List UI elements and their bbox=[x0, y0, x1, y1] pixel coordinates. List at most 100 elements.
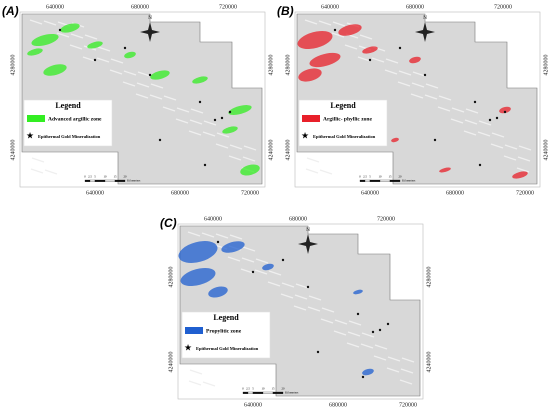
scale-segment bbox=[242, 391, 249, 394]
panel-label: (B) bbox=[277, 4, 294, 18]
bottom-coordinate: 680000 bbox=[446, 190, 464, 196]
relief-texture bbox=[227, 256, 241, 262]
relief-texture bbox=[70, 33, 84, 39]
relief-texture bbox=[397, 81, 411, 87]
relief-texture bbox=[137, 71, 151, 77]
scale-segment bbox=[369, 179, 381, 182]
scale-unit: Kilometers bbox=[127, 179, 141, 183]
relief-texture bbox=[190, 108, 204, 114]
legend-title: Legend bbox=[55, 101, 81, 110]
relief-texture bbox=[149, 94, 163, 100]
scale-segment bbox=[247, 391, 254, 394]
alteration-zone bbox=[180, 267, 216, 287]
relief-texture bbox=[295, 283, 309, 289]
relief-texture bbox=[203, 120, 217, 126]
relief-texture bbox=[307, 306, 321, 312]
relief-texture bbox=[97, 46, 111, 52]
relief-texture bbox=[334, 319, 348, 325]
relief-texture bbox=[410, 93, 424, 99]
relief-texture bbox=[255, 258, 269, 264]
relief-texture bbox=[490, 143, 504, 149]
relief-texture bbox=[150, 83, 164, 89]
relief-texture bbox=[518, 145, 532, 151]
relief-texture bbox=[424, 94, 438, 100]
relief-texture bbox=[29, 19, 43, 25]
left-coordinate: 4240000 bbox=[285, 140, 291, 161]
gold-site bbox=[213, 118, 217, 122]
relief-texture bbox=[56, 32, 70, 38]
legend-zone: Advanced argillic zone bbox=[48, 116, 102, 122]
top-coordinate: 680000 bbox=[406, 4, 424, 10]
relief-texture bbox=[122, 81, 136, 87]
relief-texture bbox=[201, 232, 215, 238]
relief-texture bbox=[43, 20, 57, 26]
relief-texture bbox=[516, 167, 530, 173]
relief-texture bbox=[400, 368, 414, 374]
alteration-zone bbox=[512, 171, 528, 179]
relief-texture bbox=[189, 369, 203, 375]
bottom-coordinate: 640000 bbox=[86, 190, 104, 196]
relief-texture bbox=[268, 270, 282, 276]
scale-segment bbox=[389, 179, 401, 182]
gold-site bbox=[228, 110, 232, 114]
scale-segment bbox=[272, 391, 284, 394]
relief-texture bbox=[135, 93, 149, 99]
gold-site bbox=[495, 116, 499, 120]
scale-label: 2.5 bbox=[363, 175, 367, 179]
relief-texture bbox=[385, 58, 399, 64]
relief-texture bbox=[243, 145, 257, 151]
gold-site bbox=[198, 100, 202, 104]
top-coordinate: 720000 bbox=[377, 216, 395, 222]
gold-site bbox=[371, 330, 375, 334]
relief-texture bbox=[371, 57, 385, 63]
bottom-coordinate: 680000 bbox=[171, 190, 189, 196]
relief-texture bbox=[374, 344, 388, 350]
relief-texture bbox=[109, 69, 123, 75]
alteration-zone bbox=[499, 106, 511, 114]
right-coordinate: 4280000 bbox=[268, 55, 274, 76]
legend-star: ★ bbox=[184, 344, 192, 354]
bottom-coordinate: 720000 bbox=[399, 402, 417, 408]
scale-segment bbox=[104, 179, 116, 182]
relief-texture bbox=[242, 246, 256, 252]
gold-site bbox=[423, 73, 427, 77]
alteration-zone bbox=[31, 33, 59, 47]
relief-texture bbox=[228, 155, 242, 161]
scale-label: 10 bbox=[104, 175, 108, 179]
relief-texture bbox=[69, 44, 83, 50]
scale-label: 20 bbox=[282, 387, 286, 391]
relief-texture bbox=[136, 82, 150, 88]
alteration-zone bbox=[439, 167, 451, 173]
gold-site bbox=[488, 118, 492, 122]
relief-texture bbox=[347, 331, 361, 337]
gold-site bbox=[203, 163, 207, 167]
relief-texture bbox=[267, 281, 281, 287]
map-panel: (A) 640000 680000 720000 640000 680000 720000 4… bbox=[2, 4, 274, 196]
alteration-zone bbox=[27, 48, 43, 56]
left-coordinate: 4240000 bbox=[168, 352, 174, 373]
relief-texture bbox=[373, 355, 387, 361]
scale-label: 20 bbox=[399, 175, 403, 179]
map-panel: (C) 640000 680000 720000 640000 680000 720000 4… bbox=[160, 216, 432, 408]
relief-texture bbox=[31, 157, 45, 163]
relief-texture bbox=[321, 307, 335, 313]
bottom-coordinate: 640000 bbox=[361, 190, 379, 196]
top-coordinate: 640000 bbox=[204, 216, 222, 222]
relief-texture bbox=[412, 71, 426, 77]
relief-texture bbox=[357, 56, 371, 62]
relief-texture bbox=[82, 56, 96, 62]
left-coordinate: 4280000 bbox=[168, 267, 174, 288]
gold-site bbox=[368, 58, 372, 62]
north-label: N bbox=[306, 228, 310, 233]
bottom-coordinate: 720000 bbox=[241, 190, 259, 196]
scale-label: 10 bbox=[379, 175, 383, 179]
gold-site bbox=[306, 285, 310, 289]
scale-segment bbox=[262, 391, 274, 394]
relief-texture bbox=[387, 356, 401, 362]
north-label: N bbox=[148, 16, 152, 21]
legend-box bbox=[23, 99, 113, 147]
bottom-coordinate: 680000 bbox=[329, 402, 347, 408]
scale-segment bbox=[252, 391, 264, 394]
scale-label: 0 bbox=[359, 175, 361, 179]
